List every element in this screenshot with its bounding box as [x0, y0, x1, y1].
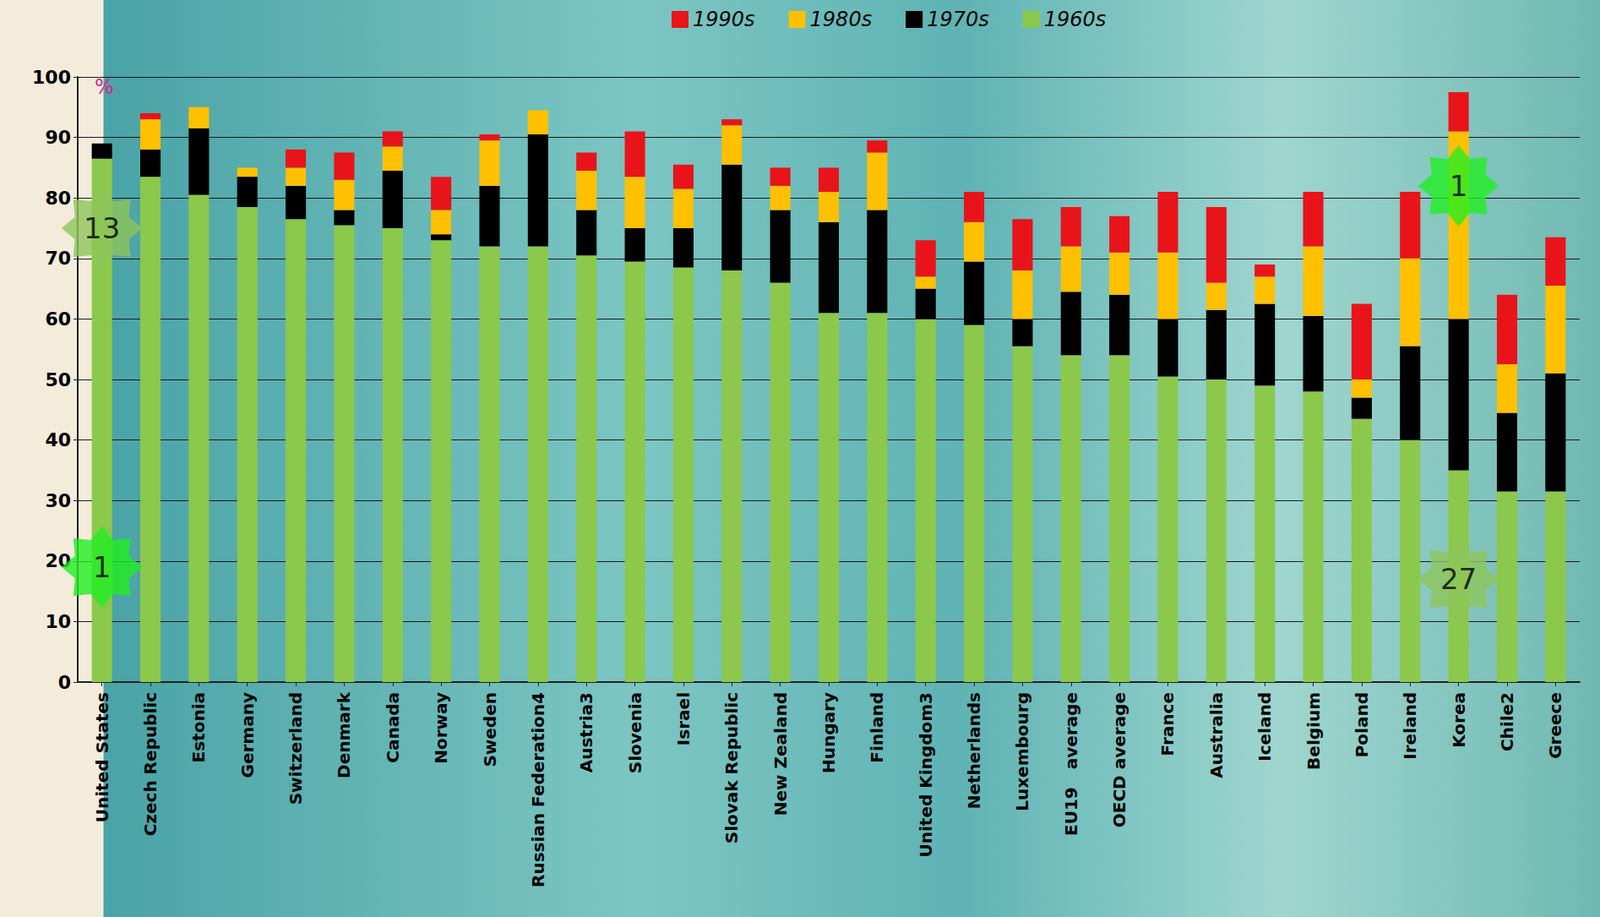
- svg-text:Canada: Canada: [382, 691, 403, 763]
- svg-text:Israel: Israel: [673, 691, 694, 746]
- svg-text:Russian Federation4: Russian Federation4: [527, 691, 549, 888]
- svg-text:20: 20: [45, 550, 71, 572]
- svg-text:Australia: Australia: [1206, 691, 1227, 779]
- svg-text:80: 80: [44, 187, 71, 209]
- svg-text:Denmark: Denmark: [333, 691, 354, 779]
- svg-text:13: 13: [83, 211, 120, 245]
- svg-text:100: 100: [32, 66, 71, 88]
- svg-text:France: France: [1157, 691, 1178, 756]
- svg-text:1970s: 1970s: [926, 7, 990, 32]
- svg-text:Poland: Poland: [1351, 691, 1372, 757]
- svg-text:1980s: 1980s: [810, 7, 873, 32]
- svg-text:10: 10: [44, 610, 71, 632]
- svg-text:60: 60: [44, 308, 71, 330]
- svg-text:70: 70: [44, 247, 71, 269]
- svg-text:Luxembourg: Luxembourg: [1012, 691, 1033, 811]
- svg-text:Chile2: Chile2: [1496, 691, 1518, 752]
- svg-text:Netherlands: Netherlands: [963, 691, 985, 809]
- svg-text:0: 0: [58, 671, 71, 693]
- svg-text:Germany: Germany: [237, 691, 258, 778]
- svg-text:Greece: Greece: [1545, 691, 1566, 759]
- svg-text:Estonia: Estonia: [188, 691, 209, 762]
- svg-text:1960s: 1960s: [1044, 7, 1107, 32]
- svg-text:Iceland: Iceland: [1254, 691, 1275, 762]
- svg-text:Slovenia: Slovenia: [625, 691, 646, 773]
- svg-text:EU19 average: EU19 average: [1061, 691, 1082, 836]
- svg-text:40: 40: [44, 429, 71, 451]
- svg-text:United Kingdom3: United Kingdom3: [915, 691, 937, 857]
- svg-text:1: 1: [92, 549, 112, 584]
- svg-text:United States: United States: [92, 691, 113, 822]
- svg-text:Switzerland: Switzerland: [285, 691, 306, 805]
- svg-text:Ireland: Ireland: [1399, 691, 1421, 760]
- svg-text:30: 30: [44, 489, 71, 512]
- svg-text:Finland: Finland: [866, 691, 888, 763]
- svg-text:Korea: Korea: [1448, 691, 1470, 748]
- svg-text:Norway: Norway: [430, 691, 452, 764]
- svg-text:Belgium: Belgium: [1303, 691, 1324, 770]
- svg-text:Slovak Republic: Slovak Republic: [721, 691, 742, 844]
- svg-text:90: 90: [44, 126, 71, 148]
- svg-text:OECD average: OECD average: [1109, 691, 1130, 828]
- svg-text:Austria3: Austria3: [576, 691, 597, 773]
- svg-text:Hungary: Hungary: [818, 691, 839, 773]
- svg-text:New Zealand: New Zealand: [770, 691, 791, 816]
- svg-text:Czech Republic: Czech Republic: [140, 691, 161, 836]
- svg-text:1990s: 1990s: [692, 7, 756, 32]
- svg-text:1: 1: [1449, 168, 1469, 203]
- svg-text:50: 50: [44, 369, 71, 391]
- svg-text:27: 27: [1440, 561, 1477, 596]
- svg-text:%: %: [94, 75, 115, 99]
- svg-text:Sweden: Sweden: [479, 691, 501, 768]
